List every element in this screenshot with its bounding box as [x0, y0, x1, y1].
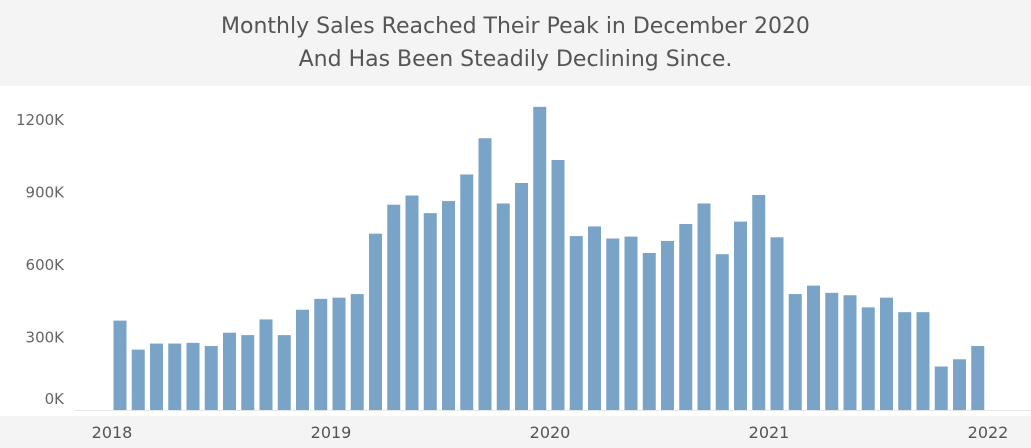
bar-2020-08: [679, 224, 693, 410]
bar-2021-07: [880, 297, 893, 410]
bar-2021-10: [934, 366, 948, 410]
bar-2021-06: [861, 307, 875, 410]
bar-2020-05: [624, 236, 638, 410]
bar-2021-05: [843, 295, 857, 410]
bar-2018-04: [168, 343, 182, 410]
bar-2018-11: [296, 309, 309, 410]
bar-2019-12: [533, 106, 547, 411]
bar-2020-02: [569, 236, 583, 410]
bar-2019-10: [496, 203, 510, 410]
bar-2020-12: [752, 195, 766, 410]
bar-2019-08: [460, 174, 474, 410]
chart-title: Monthly Sales Reached Their Peak in Dece…: [0, 0, 1031, 86]
y-tick-label: 600K: [26, 256, 66, 274]
x-tick-label: 2021: [749, 423, 790, 442]
x-tick-label: 2018: [92, 423, 133, 442]
x-tick-label: 2020: [530, 423, 571, 442]
bar-2021-11: [953, 359, 966, 410]
bar-2018-01: [113, 320, 127, 410]
bar-2020-03: [588, 226, 601, 410]
x-tick-label: 2019: [311, 423, 352, 442]
y-tick-label: 900K: [26, 184, 66, 202]
y-tick-label: 1200K: [16, 111, 65, 129]
bar-2019-05: [405, 195, 419, 410]
bar-2018-07: [223, 332, 236, 410]
chart-title-line-1: Monthly Sales Reached Their Peak in Dece…: [221, 14, 810, 39]
bar-2018-06: [204, 345, 218, 410]
bar-2019-09: [478, 138, 492, 410]
bar-2021-03: [807, 285, 820, 410]
bar-2018-03: [150, 343, 163, 410]
bar-2020-07: [661, 240, 674, 410]
bar-2021-12: [971, 345, 985, 410]
bar-2020-01: [551, 160, 565, 410]
bar-2021-08: [898, 312, 912, 410]
bar-2020-06: [642, 253, 656, 410]
y-tick-label: 0K: [45, 390, 66, 408]
bar-2020-09: [697, 203, 711, 410]
bar-2021-02: [788, 294, 802, 410]
bar-2019-11: [515, 182, 528, 410]
bar-2018-10: [277, 335, 291, 410]
bar-2021-09: [916, 312, 930, 410]
bar-2019-07: [442, 201, 455, 410]
bar-2021-01: [770, 237, 784, 410]
y-tick-label: 300K: [26, 329, 66, 347]
bar-2020-10: [715, 254, 729, 410]
bar-2018-08: [241, 335, 255, 410]
bar-2019-01: [332, 297, 346, 410]
bar-2019-02: [350, 294, 364, 410]
bar-2018-12: [314, 298, 328, 410]
bar-2021-04: [825, 292, 839, 410]
bar-2019-06: [423, 213, 437, 410]
bar-2018-09: [259, 319, 273, 410]
bar-2019-03: [369, 233, 382, 410]
bar-2019-04: [387, 204, 401, 410]
bar-2020-04: [606, 238, 620, 410]
bar-2020-11: [734, 221, 747, 410]
bar-2018-05: [186, 342, 200, 410]
chart-title-line-2: And Has Been Steadily Declining Since.: [298, 47, 733, 72]
x-tick-label: 2022: [968, 423, 1009, 442]
bar-2018-02: [131, 349, 145, 410]
